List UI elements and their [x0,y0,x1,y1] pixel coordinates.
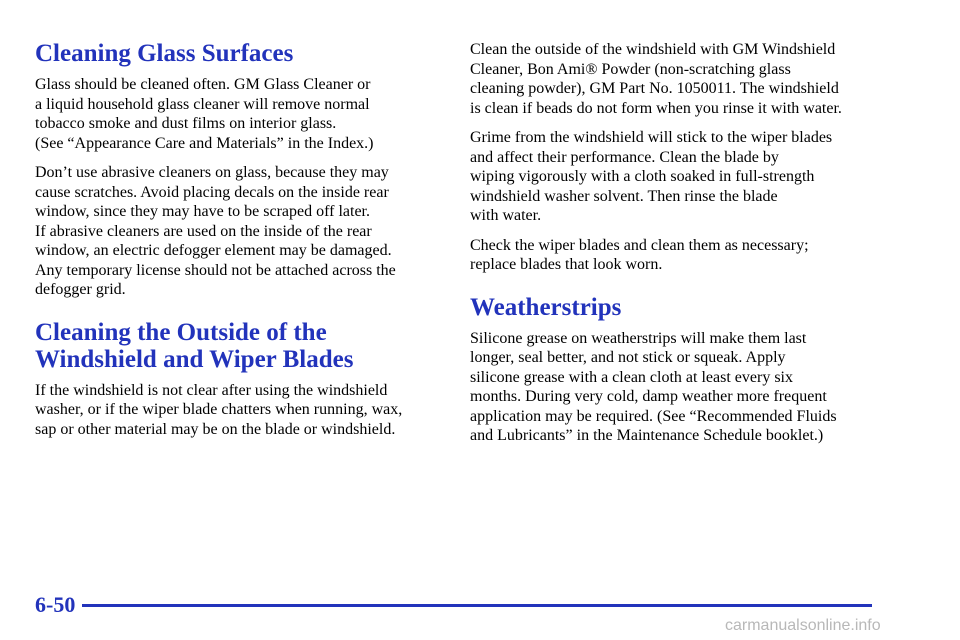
text-line: cause scratches. Avoid placing decals on… [35,183,389,201]
text-line: Glass should be cleaned often. GM Glass … [35,76,371,93]
text-line: months. During very cold, damp weather m… [470,388,827,405]
text-line: longer, seal better, and not stick or sq… [470,349,786,366]
section-heading: Cleaning Glass Surfaces [35,40,455,67]
text-line: and affect their performance. Clean the … [470,148,779,166]
text-line: If the windshield is not clear after usi… [35,381,388,399]
text-line: Any temporary license should not be atta… [35,261,396,279]
heading-line: Cleaning the Outside of the [35,318,327,346]
text-line: (See “Appearance Care and Materials” in … [35,134,374,152]
text-line: is clean if beads do not form when you r… [470,99,842,117]
paragraph: Silicone grease on weatherstrips will ma… [470,329,890,446]
text-line: Cleaner, Bon Ami® Powder (non-scratching… [470,60,791,78]
text-line: Check the wiper blades and clean them as… [470,236,809,254]
text-line: washer, or if the wiper blade chatters w… [35,401,403,418]
text-line: window, an electric defogger element may… [35,242,392,259]
watermark: carmanualsonline.info [725,617,881,634]
text-line: sap or other material may be on the blad… [35,420,396,438]
paragraph: Check the wiper blades and clean them as… [470,236,890,275]
paragraph: Grime from the windshield will stick to … [470,128,890,226]
text-line: tobacco smoke and dust films on interior… [35,115,337,132]
text-line: defogger grid. [35,281,126,298]
text-line: windshield washer solvent. Then rinse th… [470,187,778,205]
section-heading: Weatherstrips [470,294,890,321]
text-line: with water. [470,207,542,224]
text-line: wiping vigorously with a cloth soaked in… [470,168,815,185]
footer-rule [82,604,872,607]
paragraph: Clean the outside of the windshield with… [470,40,890,118]
heading-line: Windshield and Wiper Blades [35,345,354,373]
heading-line: Cleaning Glass Surfaces [35,40,294,67]
text-line: Clean the outside of the windshield with… [470,41,836,58]
text-line: application may be required. (See “Recom… [470,407,837,425]
heading-line: Weatherstrips [470,293,622,321]
text-line: silicone grease with a clean cloth at le… [470,368,793,386]
text-line: and Lubricants” in the Maintenance Sched… [470,427,824,444]
text-line: Don’t use abrasive cleaners on glass, be… [35,164,389,181]
paragraph: If the windshield is not clear after usi… [35,381,455,440]
paragraph: Don’t use abrasive cleaners on glass, be… [35,163,455,300]
paragraph: Glass should be cleaned often. GM Glass … [35,75,455,153]
right-column: Clean the outside of the windshield with… [470,40,890,456]
text-line: If abrasive cleaners are used on the ins… [35,222,372,240]
text-line: Silicone grease on weatherstrips will ma… [470,329,807,347]
text-line: replace blades that look worn. [470,256,663,273]
text-line: cleaning powder), GM Part No. 1050011. T… [470,80,839,97]
text-line: window, since they may have to be scrape… [35,203,370,220]
text-line: Grime from the windshield will stick to … [470,129,833,146]
text-line: a liquid household glass cleaner will re… [35,95,370,113]
section-heading: Cleaning the Outside of the Windshield an… [35,319,455,373]
left-column: Cleaning Glass Surfaces Glass should be c… [35,40,455,449]
page-number: 6-50 [35,592,76,617]
